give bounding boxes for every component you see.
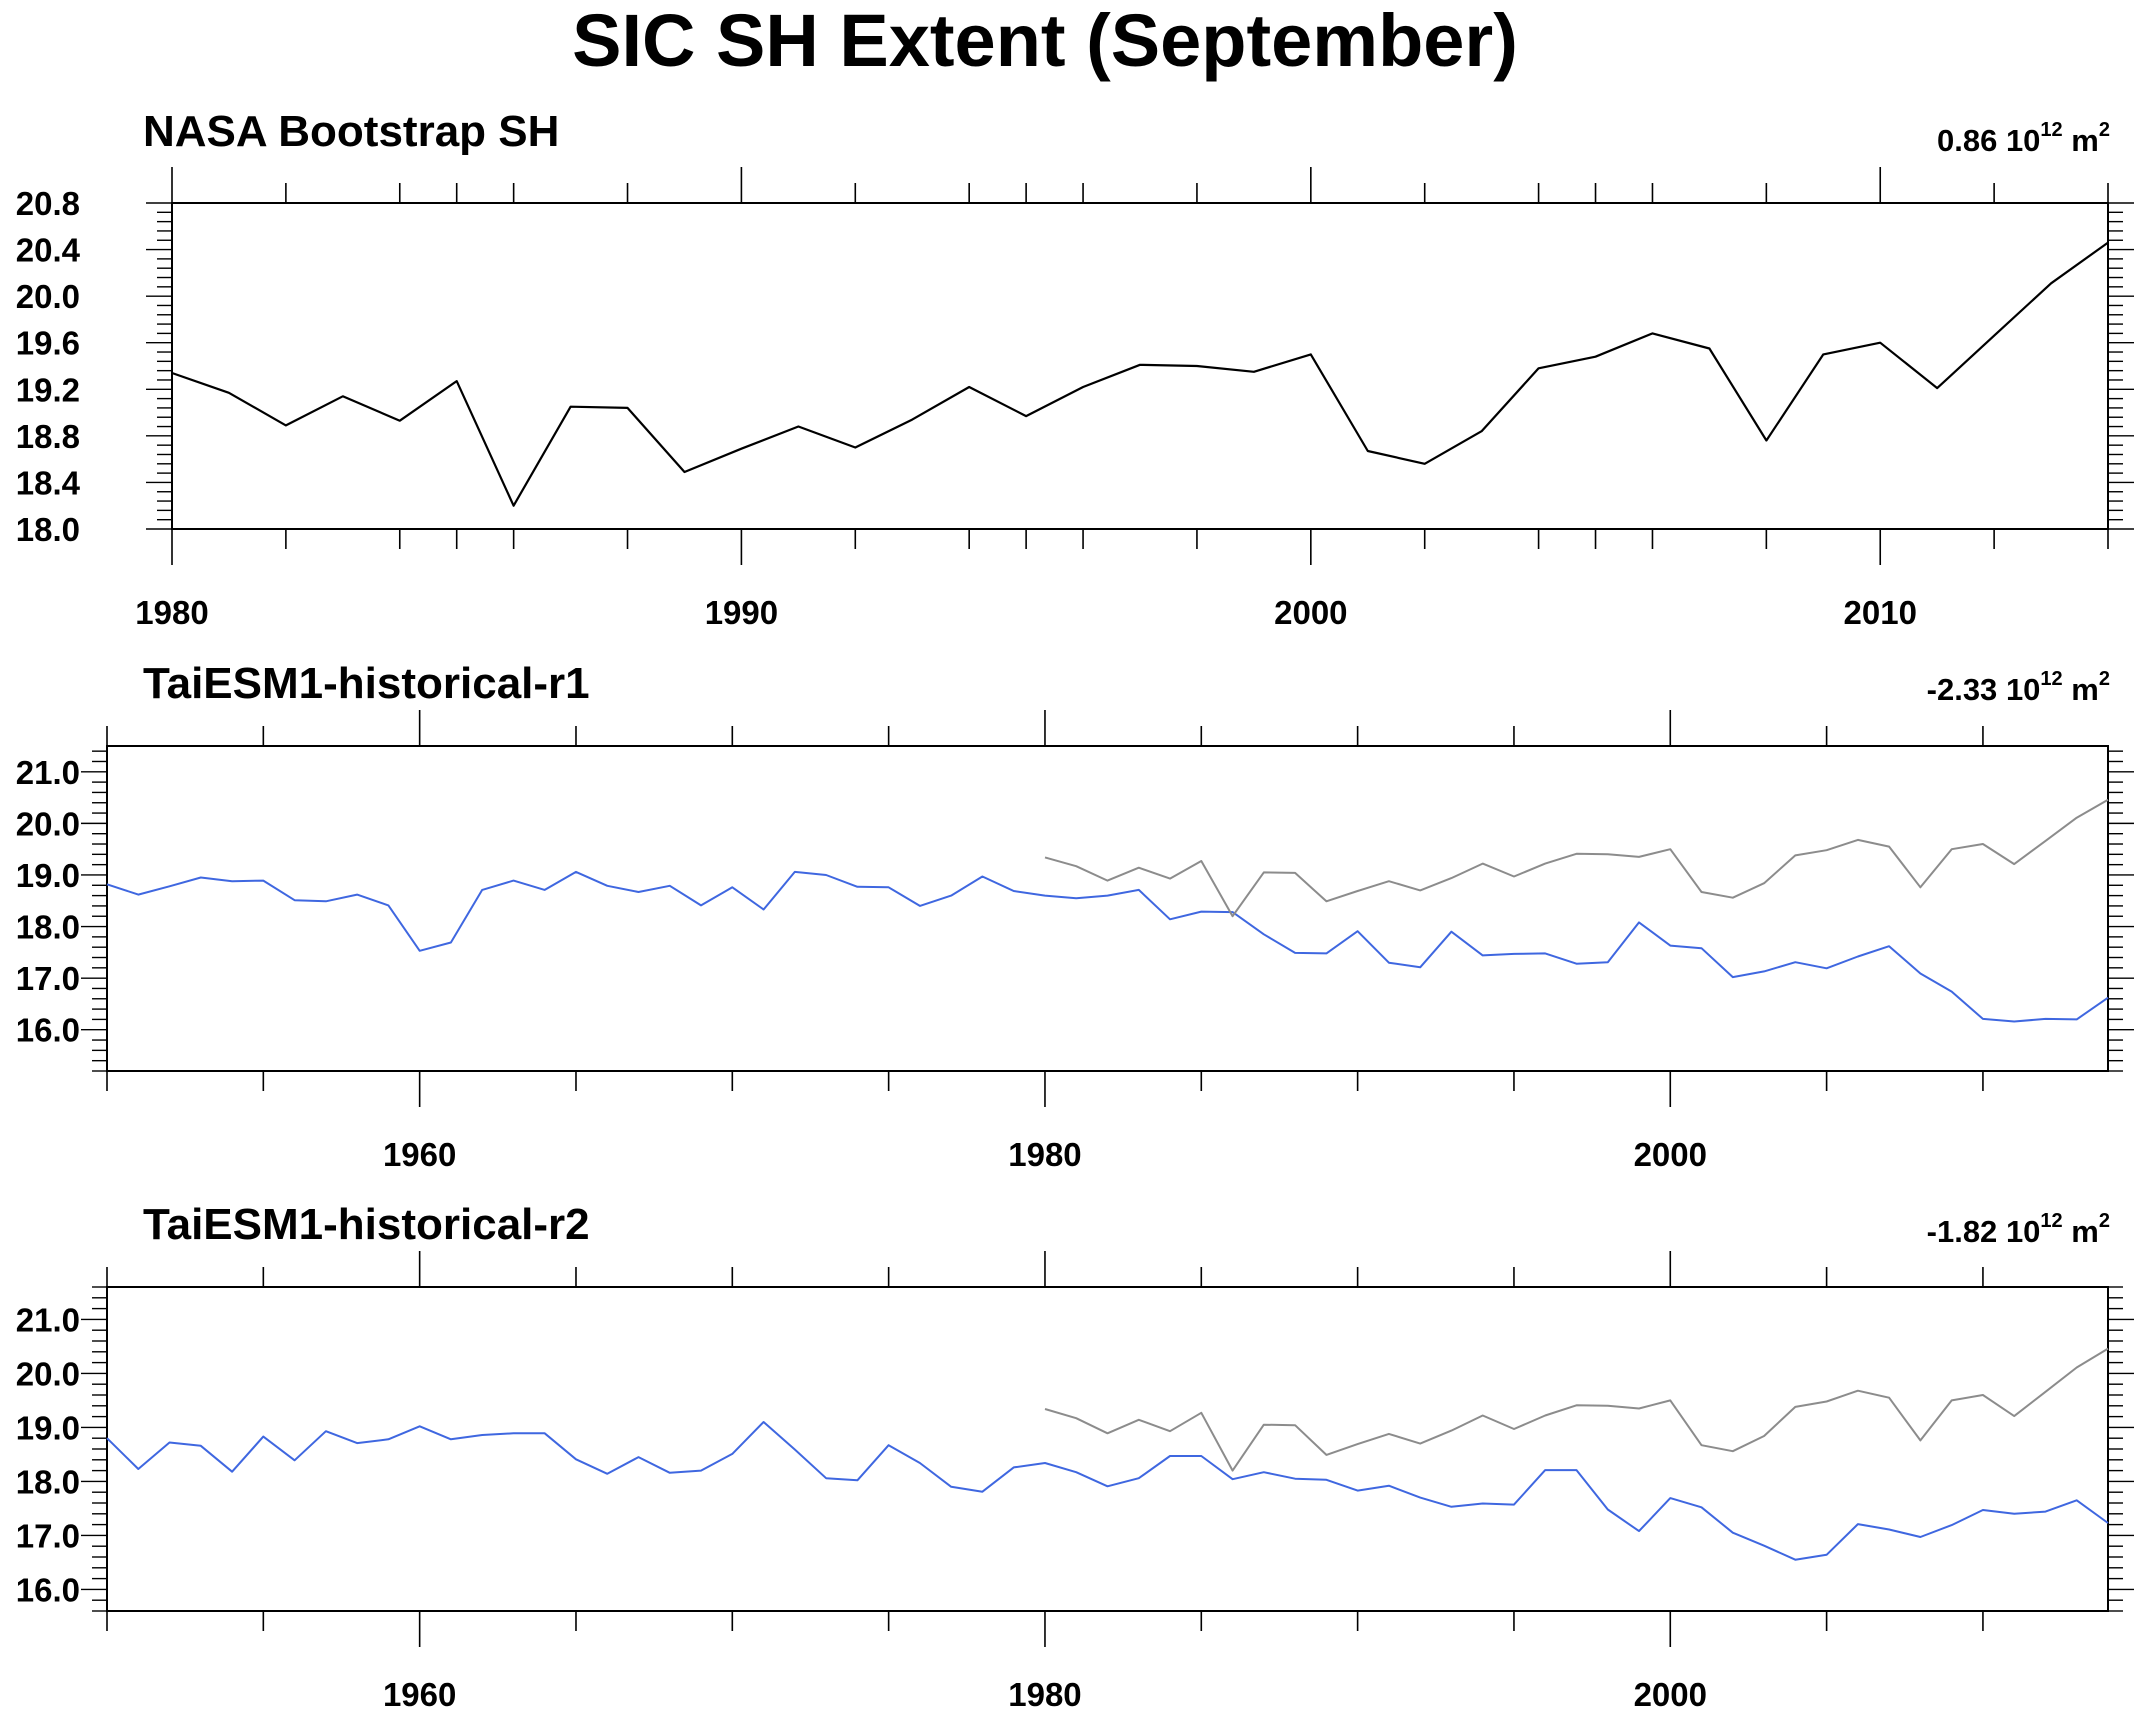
plot-frame [106,745,2109,1072]
y-tick-label: 18.0 [16,909,80,946]
trend-label: 0.86 1012 m2 [1937,119,2110,158]
y-tick-label: 20.0 [16,1355,80,1392]
y-tick-label: 17.0 [16,1517,80,1554]
series-line-obs_overlay [1044,1347,2109,1472]
plot-1: 1980 1990 2000 2010 18.0 18.4 18.8 19.2 19.6 20.0… [16,167,2134,631]
y-tick-label: 17.0 [16,960,80,997]
y-tick-label: 20.4 [16,232,81,269]
y-tick-label: 19.6 [16,325,80,362]
y-tick-label: 20.8 [16,185,80,222]
x-tick-label: 2010 [1844,594,1917,631]
x-tick-label: 1960 [383,1676,456,1713]
x-tick-label: 1960 [383,1136,456,1173]
panel-title: TaiESM1-historical-r1 [143,659,590,708]
y-tick-label: 20.0 [16,278,80,315]
series-line-obs_overlay [1044,798,2109,918]
plot-frame [171,202,2109,530]
x-tick-label: 1980 [1008,1136,1081,1173]
x-tick-label: 1980 [135,594,208,631]
panel-title: TaiESM1-historical-r2 [143,1200,590,1249]
x-tick-label: 2000 [1274,594,1347,631]
panel-nasa-bootstrap: NASA Bootstrap SH 0.86 1012 m2 [143,107,2110,158]
y-tick-label: 16.0 [16,1571,80,1608]
panel-taiesm1-r1: TaiESM1-historical-r1 -2.33 1012 m2 [143,659,2110,708]
x-tick-label: 2000 [1634,1676,1707,1713]
plot-3: 1960 1980 2000 16.0 17.0 18.0 19.0 20.0 21.0 [16,1251,2134,1713]
trend-label: -2.33 1012 m2 [1927,668,2110,707]
y-tick-label: 21.0 [16,1301,80,1338]
trend-label: -1.82 1012 m2 [1927,1210,2110,1249]
y-tick-label: 20.0 [16,805,80,842]
panel-title: NASA Bootstrap SH [143,107,559,156]
y-tick-label: 18.0 [16,1463,80,1500]
y-tick-label: 16.0 [16,1012,80,1049]
series-line-obs [171,241,2109,507]
y-tick-label: 19.0 [16,857,80,894]
y-tick-label: 18.0 [16,511,80,548]
y-tick-label: 18.4 [16,464,81,501]
series-line-model [106,1421,2109,1561]
y-tick-label: 18.8 [16,418,80,455]
figure-title: SIC SH Extent (September) [572,0,1518,82]
series-line-model [106,870,2109,1023]
plot-2: 1960 1980 2000 16.0 17.0 18.0 19.0 20.0 21.0 [16,710,2134,1173]
y-tick-label: 19.0 [16,1409,80,1446]
plot-frame [106,1286,2109,1612]
panel-taiesm1-r2: TaiESM1-historical-r2 -1.82 1012 m2 [143,1200,2110,1249]
x-tick-label: 1990 [705,594,778,631]
x-tick-label: 2000 [1634,1136,1707,1173]
y-tick-label: 21.0 [16,754,80,791]
y-tick-label: 19.2 [16,371,80,408]
x-tick-label: 1980 [1008,1676,1081,1713]
plot-areas: 1980 1990 2000 2010 18.0 18.4 18.8 19.2 19.6 20.0… [16,167,2134,1713]
